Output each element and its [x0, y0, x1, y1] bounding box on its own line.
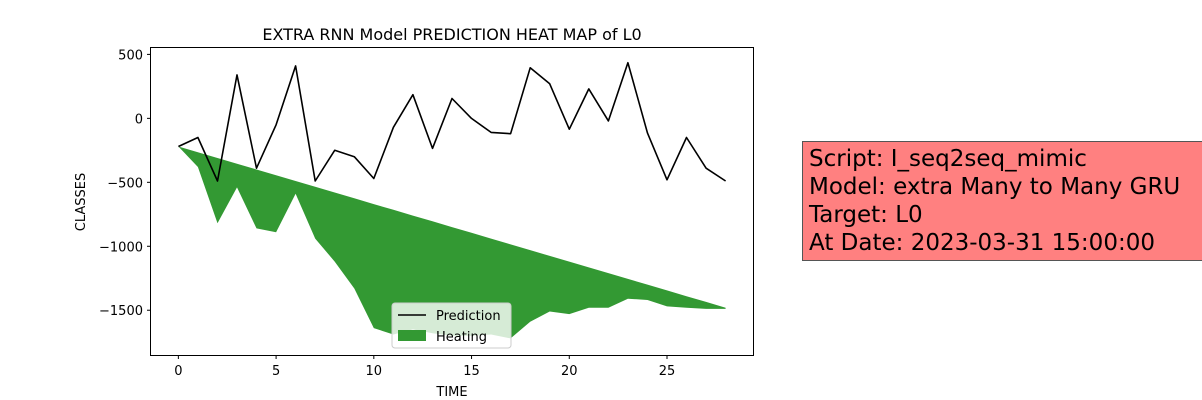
- x-tick-label: 0: [174, 364, 182, 379]
- y-tick-label: 0: [135, 112, 143, 127]
- heating-area: [178, 146, 726, 339]
- y-axis-title: CLASSES: [74, 173, 89, 231]
- y-tick-label: −500: [107, 176, 143, 191]
- x-tick-label: 5: [272, 364, 280, 379]
- legend-swatch-heating: [398, 330, 426, 341]
- chart-title: EXTRA RNN Model PREDICTION HEAT MAP of L…: [262, 25, 641, 44]
- plot-frame: [150, 47, 754, 356]
- axes: 0 5 10 15 20 25 500 0 −500 −1000 −1500: [99, 48, 675, 379]
- legend-label-heating: Heating: [436, 330, 487, 345]
- x-axis-title: TIME: [435, 385, 467, 400]
- prediction-line: [178, 61, 727, 182]
- x-tick-label: 15: [463, 364, 480, 379]
- y-tick-label: −1000: [99, 240, 143, 255]
- legend-label-prediction: Prediction: [436, 309, 501, 324]
- plot-area: [178, 61, 727, 339]
- x-tick-label: 20: [561, 364, 578, 379]
- x-tick-label: 10: [366, 364, 383, 379]
- info-script: Script: I_seq2seq_mimic: [809, 146, 1087, 172]
- y-tick-label: −1500: [99, 304, 143, 319]
- legend: Prediction Heating: [391, 302, 512, 349]
- info-box: Script: I_seq2seq_mimic Model: extra Man…: [802, 141, 1202, 261]
- info-date: At Date: 2023-03-31 15:00:00: [809, 230, 1155, 256]
- info-target: Target: L0: [809, 202, 923, 228]
- x-tick-label: 25: [659, 364, 676, 379]
- y-tick-label: 500: [118, 48, 143, 63]
- info-model: Model: extra Many to Many GRU: [809, 174, 1181, 200]
